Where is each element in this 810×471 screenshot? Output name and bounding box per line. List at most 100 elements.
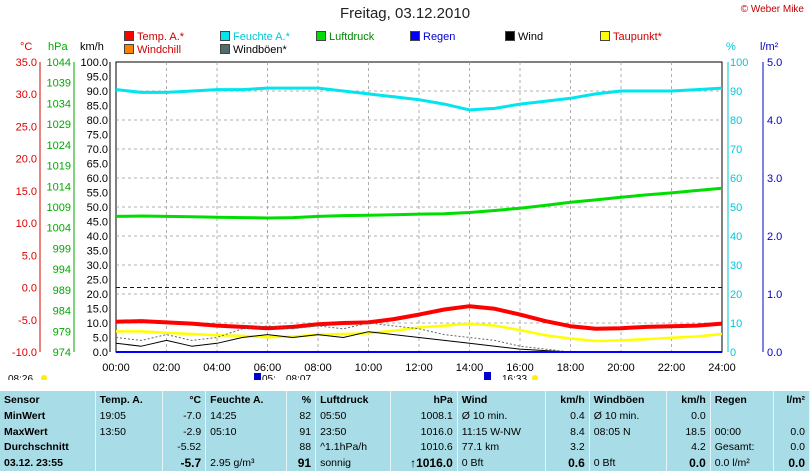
stats-cell: l/m²: [773, 391, 810, 409]
stats-cell: 8.4: [545, 423, 590, 440]
series-line-tempa: [115, 304, 723, 331]
legend-label: Wind: [518, 31, 544, 43]
series-line-feuchtea: [115, 86, 723, 112]
x-tick-label: 06:00: [254, 362, 282, 374]
humidity-tick-label: 70: [730, 144, 742, 156]
stats-cell: [773, 408, 810, 424]
series-line-luftdruck: [115, 186, 723, 220]
stats-cell: 0 Bft: [457, 455, 547, 471]
stats-cell: 0.0: [773, 455, 810, 471]
stats-cell: Ø 10 min.: [589, 408, 668, 424]
sunset-label: 16:33: [502, 374, 527, 380]
legend-item: Windchill: [124, 44, 181, 56]
wind-tick-label: 25.0: [87, 275, 108, 287]
humidity-tick-label: 20: [730, 289, 742, 301]
sun-mark-label: 05:: [262, 374, 276, 380]
sunrise-label: 08:26: [8, 374, 33, 380]
stats-cell: 11:15 W-NW: [457, 423, 547, 440]
stats-cell: 1010.6: [390, 439, 458, 456]
pressure-tick-label: 1009: [47, 202, 71, 214]
stats-cell: 0.6: [545, 455, 590, 471]
legend-swatch: [316, 31, 326, 41]
stats-cell: -5.7: [162, 455, 207, 471]
stats-cell: 05:10: [205, 423, 288, 440]
stats-cell: 0.0: [773, 439, 810, 456]
legend-label: Taupunkt*: [613, 31, 662, 43]
stats-cell: 77.1 km: [457, 439, 547, 456]
wind-tick-label: 90.0: [87, 86, 108, 98]
stats-cell: Windböen: [589, 391, 668, 409]
legend-label: Luftdruck: [329, 31, 375, 43]
pressure-tick-label: 989: [53, 285, 71, 297]
temp-tick-label: 15.0: [16, 186, 37, 198]
stats-cell: 03.12. 23:55: [0, 455, 96, 471]
stats-cell: MaxWert: [0, 423, 96, 440]
x-tick-label: 04:00: [203, 362, 231, 374]
stats-row: MaxWert 13:50 -2.9 05:10 91 23:50 1016.0 11:15 …: [0, 423, 810, 440]
legend-label: Regen: [423, 31, 456, 43]
chart-title: Freitag, 03.12.2010: [339, 5, 471, 22]
sun-mark-label: 08:07: [286, 374, 311, 380]
moon-icon: [484, 372, 491, 380]
humidity-axis-label: %: [726, 41, 736, 53]
stats-cell: Temp. A.: [95, 391, 164, 409]
wind-tick-label: 70.0: [87, 144, 108, 156]
legend-swatch: [410, 31, 420, 41]
sunset-icon: [532, 375, 538, 380]
stats-cell: 4.2: [666, 439, 711, 456]
x-tick-label: 14:00: [456, 362, 484, 374]
x-tick-label: 12:00: [405, 362, 433, 374]
stats-cell: 23:50: [315, 423, 391, 440]
stats-cell: Sensor: [0, 391, 96, 409]
x-tick-label: 08:00: [304, 362, 332, 374]
legend-item: Windböen*: [220, 44, 287, 56]
stats-cell: 0.0: [773, 423, 810, 440]
legend-item: Feuchte A.*: [220, 31, 290, 43]
pressure-tick-label: 1029: [47, 119, 71, 131]
x-tick-label: 22:00: [658, 362, 686, 374]
wind-tick-label: 65.0: [87, 159, 108, 171]
stats-cell: 82: [286, 408, 317, 424]
rain-tick-label: 1.0: [767, 289, 782, 301]
x-tick-label: 20:00: [607, 362, 635, 374]
pressure-tick-label: 999: [53, 243, 71, 255]
temp-tick-label: 5.0: [22, 250, 37, 262]
stats-cell: Wind: [457, 391, 547, 409]
legend-swatch: [124, 31, 134, 41]
stats-cell: Regen: [710, 391, 774, 409]
stats-cell: [205, 439, 288, 456]
wind-tick-label: 75.0: [87, 130, 108, 142]
stats-cell: sonnig: [315, 455, 391, 471]
temp-tick-label: 20.0: [16, 154, 37, 166]
stats-cell: 0.4: [545, 408, 590, 424]
wind-tick-label: 0.0: [93, 347, 108, 359]
pressure-tick-label: 1014: [47, 181, 71, 193]
legend-item: Wind: [505, 31, 543, 43]
humidity-tick-label: 90: [730, 86, 742, 98]
humidity-tick-label: 60: [730, 173, 742, 185]
wind-axis-label: km/h: [80, 41, 104, 53]
stats-cell: [710, 408, 774, 424]
series-line-taupunkt: [116, 322, 723, 343]
x-tick-label: 18:00: [557, 362, 585, 374]
stats-cell: 91: [286, 423, 317, 440]
legend-item: Luftdruck: [316, 31, 374, 43]
temp-tick-label: -10.0: [12, 347, 37, 359]
wind-tick-label: 95.0: [87, 72, 108, 84]
legend-swatch: [505, 31, 515, 41]
wind-tick-label: 85.0: [87, 101, 108, 113]
stats-cell: °C: [162, 391, 207, 409]
stats-cell: km/h: [666, 391, 711, 409]
humidity-tick-label: 100: [730, 57, 748, 69]
sunrise-icon: [41, 375, 47, 380]
stats-cell: 0.0 l/m²: [710, 455, 774, 471]
wind-tick-label: 80.0: [87, 115, 108, 127]
stats-cell: -2.9: [162, 423, 207, 440]
stats-cell: 14:25: [205, 408, 288, 424]
wind-tick-label: 100.0: [80, 57, 108, 69]
stats-row: Sensor Temp. A. °C Feuchte A.% Luftdruck hPa W…: [0, 391, 810, 409]
humidity-tick-label: 40: [730, 231, 742, 243]
legend-label: Windchill: [137, 44, 182, 56]
legend-swatch: [220, 44, 230, 54]
pressure-tick-label: 979: [53, 326, 71, 338]
